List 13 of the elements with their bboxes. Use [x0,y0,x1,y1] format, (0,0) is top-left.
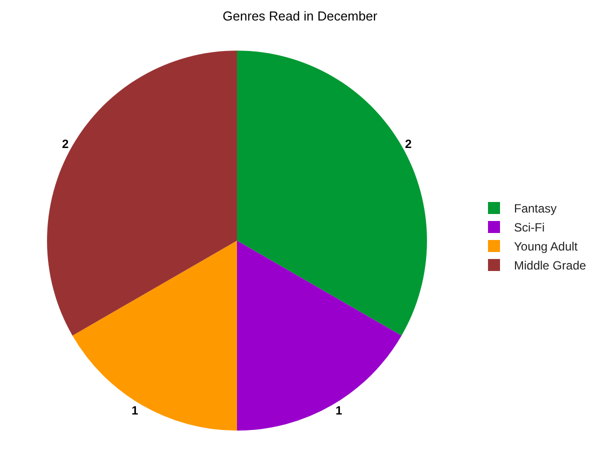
pie-slice [72,240,237,431]
pie-slice [237,240,402,431]
legend-label: Sci-Fi [514,220,545,235]
legend-label: Middle Grade [514,258,586,273]
pie-slice [237,50,427,336]
legend-label: Fantasy [514,202,557,216]
data-label: 1 [335,403,342,418]
legend-label: Young Adult [514,240,578,254]
data-label: 2 [405,136,412,151]
chart-title: Genres Read in December [222,8,378,24]
data-label: 1 [132,403,139,418]
pie-slice [47,50,237,336]
data-label: 2 [62,136,69,151]
